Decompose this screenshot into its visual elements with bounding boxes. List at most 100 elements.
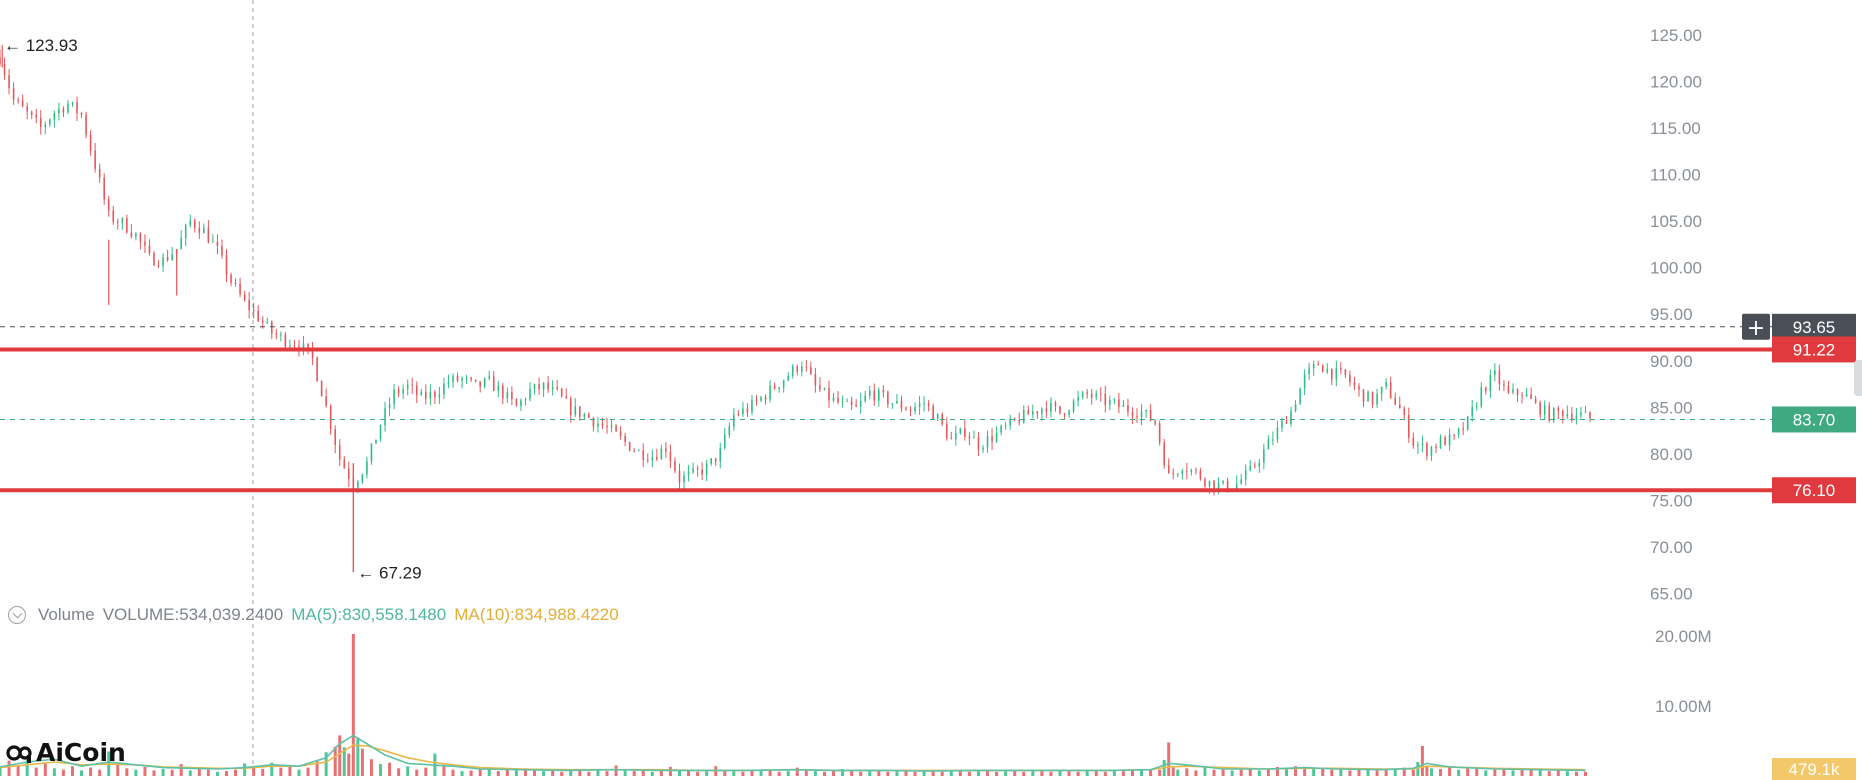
volume-bar-160 bbox=[1402, 767, 1406, 776]
candle-body-228 bbox=[1032, 411, 1034, 415]
candle-body-23 bbox=[103, 177, 105, 200]
candle-body-261 bbox=[1181, 471, 1184, 474]
volume-bar-71 bbox=[614, 765, 618, 776]
volume-bar-163 bbox=[1420, 745, 1424, 776]
volume-bar-79 bbox=[687, 770, 691, 776]
candle-body-205 bbox=[927, 403, 930, 407]
volume-bar-112 bbox=[986, 770, 990, 776]
candle-body-175 bbox=[791, 366, 794, 377]
candle-body-251 bbox=[1136, 416, 1138, 418]
volume-bar-2 bbox=[16, 765, 20, 776]
candle-body-168 bbox=[760, 397, 762, 401]
volume-bar-147 bbox=[1284, 768, 1288, 776]
volume-bar-141 bbox=[1230, 770, 1234, 776]
volume-bar-84 bbox=[732, 771, 736, 776]
volume-bar-161 bbox=[1411, 769, 1415, 776]
candle-body-6 bbox=[26, 106, 28, 112]
candle-body-231 bbox=[1045, 408, 1048, 412]
candle-body-209 bbox=[945, 423, 948, 439]
candle-body-188 bbox=[850, 400, 853, 405]
candle-body-212 bbox=[959, 428, 962, 434]
volume-bar-23 bbox=[206, 769, 210, 776]
volume-bar-154 bbox=[1348, 770, 1352, 776]
logo-text: AiCoin bbox=[36, 738, 126, 767]
volume-bar-75 bbox=[650, 771, 654, 776]
candle-body-214 bbox=[968, 436, 971, 439]
volume-bar-40 bbox=[347, 753, 351, 776]
candle-body-325 bbox=[1471, 407, 1474, 417]
candle-body-56 bbox=[252, 310, 255, 312]
candle-body-301 bbox=[1362, 389, 1365, 402]
volume-bar-93 bbox=[813, 771, 817, 776]
candle-body-236 bbox=[1068, 411, 1070, 415]
candle-body-309 bbox=[1398, 404, 1401, 409]
candle-body-218 bbox=[986, 436, 989, 448]
candle-body-186 bbox=[841, 401, 844, 403]
plus-icon: + bbox=[1747, 316, 1765, 341]
volume-bar-39 bbox=[342, 747, 346, 776]
volume-bar-22 bbox=[197, 768, 201, 776]
volume-bar-19 bbox=[170, 769, 174, 776]
volume-bar-83 bbox=[723, 770, 727, 776]
volume-title: Volume bbox=[38, 605, 95, 624]
candle-body-335 bbox=[1516, 389, 1519, 396]
candle-body-59 bbox=[266, 321, 269, 323]
volume-bar-166 bbox=[1439, 769, 1443, 776]
candle-body-345 bbox=[1562, 411, 1564, 417]
candle-body-227 bbox=[1027, 409, 1030, 415]
volume-bar-128 bbox=[1130, 769, 1134, 776]
candle-body-130 bbox=[588, 414, 590, 418]
price-axis-tick-7: 90.00 bbox=[1650, 352, 1693, 371]
price-axis-tick-5: 100.00 bbox=[1650, 259, 1702, 278]
volume-axis-tick-0: 20.00M bbox=[1655, 627, 1712, 646]
candle-body-288 bbox=[1303, 374, 1306, 389]
candle-body-208 bbox=[941, 414, 944, 424]
candle-body-332 bbox=[1503, 384, 1505, 386]
candle-body-25 bbox=[112, 210, 115, 222]
candle-body-121 bbox=[547, 382, 549, 390]
candle-body-15 bbox=[67, 103, 69, 113]
candle-body-173 bbox=[782, 380, 785, 388]
candle-body-296 bbox=[1340, 368, 1342, 370]
candle-body-153 bbox=[692, 468, 694, 472]
candle-body-313 bbox=[1417, 445, 1419, 447]
candle-body-245 bbox=[1109, 400, 1111, 405]
price-axis-tick-4: 105.00 bbox=[1650, 212, 1702, 231]
candle-body-100 bbox=[452, 375, 454, 383]
volume-bar-169 bbox=[1466, 768, 1470, 776]
candle-body-55 bbox=[248, 300, 250, 311]
candle-body-43 bbox=[193, 220, 196, 228]
candle-body-19 bbox=[85, 114, 87, 135]
volume-bar-113 bbox=[995, 771, 999, 776]
candle-body-33 bbox=[148, 245, 151, 254]
candle-body-305 bbox=[1380, 386, 1383, 394]
volume-bar-106 bbox=[931, 770, 935, 776]
price-axis-tick-1: 120.00 bbox=[1650, 72, 1702, 91]
candle-body-196 bbox=[887, 392, 889, 405]
candle-body-260 bbox=[1176, 473, 1179, 475]
collapse-volume-icon[interactable] bbox=[8, 606, 26, 624]
volume-bar-29 bbox=[261, 769, 265, 776]
volume-bar-102 bbox=[895, 771, 899, 776]
candle-body-201 bbox=[909, 410, 912, 412]
candle-body-150 bbox=[678, 470, 681, 483]
candle-body-226 bbox=[1022, 409, 1025, 423]
candle-body-211 bbox=[955, 433, 957, 440]
candle-body-0 bbox=[0, 57, 1, 64]
candle-body-3 bbox=[12, 88, 15, 100]
candle-body-282 bbox=[1276, 427, 1279, 440]
candle-body-293 bbox=[1326, 368, 1329, 373]
candle-body-18 bbox=[80, 113, 83, 115]
candle-body-318 bbox=[1439, 437, 1442, 448]
candle-body-111 bbox=[502, 385, 504, 399]
candle-body-35 bbox=[157, 265, 160, 267]
candle-body-323 bbox=[1462, 428, 1464, 430]
candle-body-274 bbox=[1240, 479, 1242, 484]
candle-body-294 bbox=[1330, 368, 1333, 380]
aicoin-logo: AiCoin bbox=[6, 738, 126, 767]
volume-bar-120 bbox=[1058, 770, 1062, 776]
candle-body-63 bbox=[284, 334, 287, 347]
sidebar-collapse-handle[interactable] bbox=[1854, 360, 1862, 396]
volume-bar-28 bbox=[252, 766, 256, 776]
